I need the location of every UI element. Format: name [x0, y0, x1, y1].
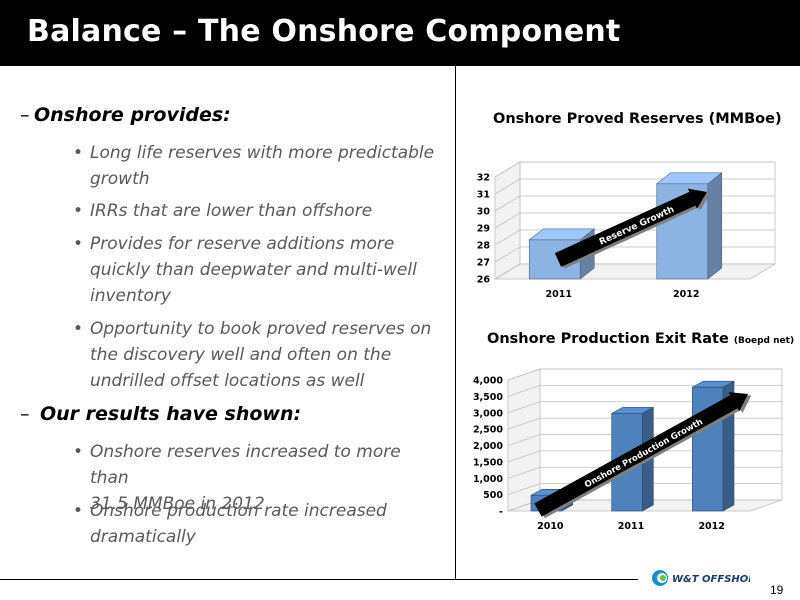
y-tick-label: - [499, 507, 503, 518]
gridline [507, 368, 782, 381]
y-tick-label: 30 [477, 207, 491, 218]
y-tick-label: 1,000 [473, 474, 503, 485]
page-number: 19 [770, 583, 784, 597]
section-heading-2: – Our results have shown: [20, 403, 302, 425]
y-tick-label: 4,000 [473, 376, 503, 387]
y-tick-label: 26 [477, 275, 491, 286]
y-tick-label: 3,500 [473, 392, 503, 403]
bullet-item: • Onshore production rate increased dram… [73, 501, 387, 547]
x-tick-label: 2011 [546, 289, 572, 300]
slide-title: Balance – The Onshore Component [27, 14, 621, 49]
company-logo: W&T OFFSHORE [650, 567, 763, 594]
y-tick-label: 29 [477, 224, 490, 235]
x-tick-label: 2010 [537, 521, 564, 532]
bullet-item: • Opportunity to book proved reserves on… [73, 319, 432, 391]
y-tick-label: 2,500 [473, 425, 503, 436]
x-tick-label: 2012 [698, 521, 724, 532]
x-tick-label: 2011 [618, 521, 644, 532]
footer-divider [0, 579, 638, 580]
bullet-item: • Provides for reserve additions more qu… [73, 234, 417, 306]
y-tick-label: 31 [477, 190, 490, 201]
vertical-divider [455, 66, 456, 580]
y-tick-label: 3,000 [473, 408, 503, 419]
gridline [494, 161, 775, 178]
title-bar: Balance – The Onshore Component [0, 0, 800, 66]
bullet-item: • IRRs that are lower than offshore [73, 201, 373, 221]
growth-arrow-body [534, 392, 748, 517]
bullet-item: • Long life reserves with more predictab… [73, 143, 435, 189]
section-heading-1: – Onshore provides: [20, 104, 231, 126]
bar-side [707, 172, 723, 280]
y-tick-label: 27 [477, 258, 490, 269]
x-tick-label: 2012 [673, 289, 699, 300]
logo-text: W&T OFFSHORE [672, 574, 750, 585]
y-tick-label: 1,500 [473, 457, 503, 468]
bullet-item: • Onshore reserves increased to more tha… [73, 442, 401, 514]
production-chart: - 500 1,000 1,500 2,000 2,500 3,000 3,500 4,000 2… [473, 368, 783, 532]
y-tick-label: 28 [477, 241, 491, 252]
chart1-title: Onshore Proved Reserves (MMBoe) [493, 111, 782, 127]
y-tick-label: 32 [477, 173, 490, 184]
growth-arrow-body [554, 188, 707, 267]
chart2-title: Onshore Production Exit Rate (Boepd net) [487, 331, 795, 347]
y-tick-label: 500 [483, 490, 503, 501]
y-tick-label: 2,000 [473, 441, 503, 452]
